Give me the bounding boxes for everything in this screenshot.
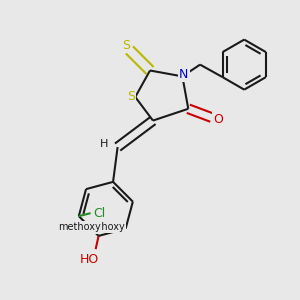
Text: Cl: Cl [93,207,106,220]
Text: O: O [90,221,100,234]
Text: H: H [100,139,109,149]
Text: methoxy: methoxy [82,222,125,232]
Text: methoxy: methoxy [58,222,101,232]
Text: S: S [122,39,130,52]
Text: HO: HO [80,253,99,266]
Text: S: S [127,91,135,103]
Text: O: O [213,112,223,126]
Text: N: N [179,68,188,81]
